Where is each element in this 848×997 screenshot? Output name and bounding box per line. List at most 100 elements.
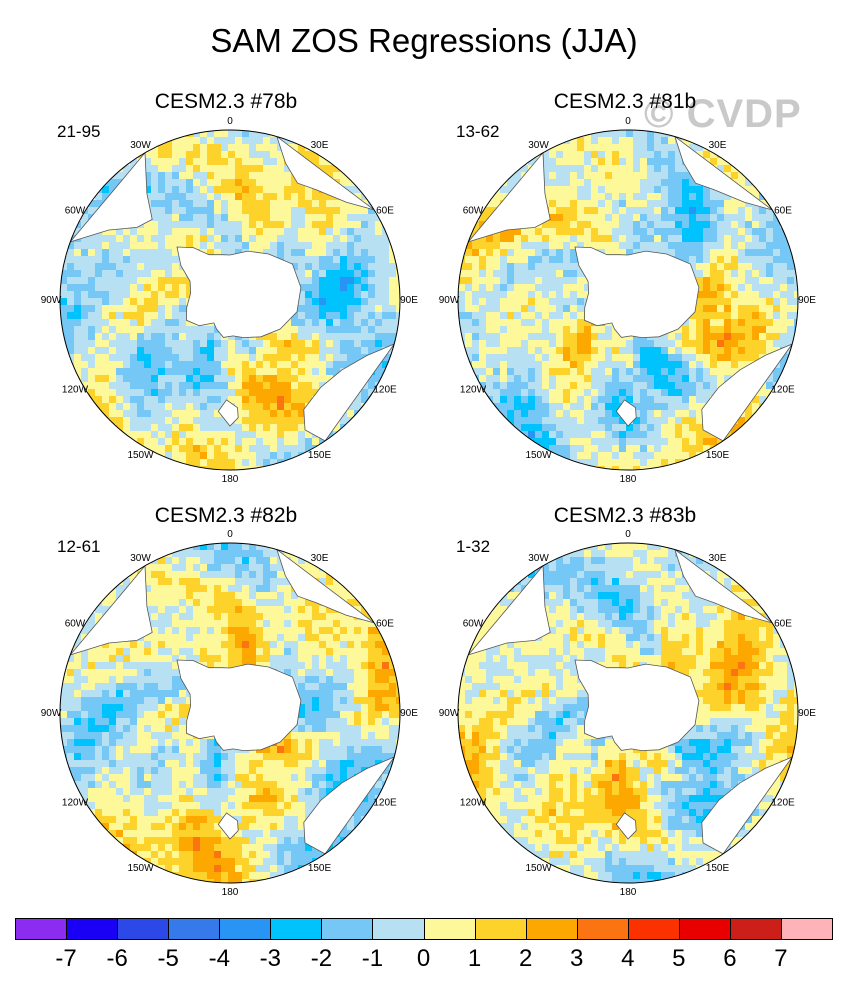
field-cell [717, 291, 725, 299]
field-cell [249, 550, 257, 558]
field-cell [354, 620, 362, 628]
field-cell [500, 193, 508, 201]
field-cell [535, 298, 543, 306]
field-cell [731, 347, 739, 355]
field-cell [326, 676, 334, 684]
field-cell [158, 214, 166, 222]
field-cell [696, 438, 704, 446]
field-cell [780, 354, 788, 362]
field-cell [647, 193, 655, 201]
field-cell [179, 585, 187, 593]
field-cell [116, 711, 124, 719]
field-cell [724, 249, 732, 257]
field-cell [319, 368, 327, 376]
field-cell [347, 424, 355, 432]
field-cell [347, 263, 355, 271]
field-cell [549, 312, 557, 320]
field-cell [284, 641, 292, 649]
field-cell [256, 382, 264, 390]
field-cell [500, 298, 508, 306]
field-cell [102, 312, 110, 320]
field-cell [696, 347, 704, 355]
field-cell [67, 704, 75, 712]
field-cell [535, 340, 543, 348]
field-cell [291, 438, 299, 446]
field-cell [647, 382, 655, 390]
field-cell [724, 277, 732, 285]
field-cell [493, 382, 501, 390]
field-cell [284, 382, 292, 390]
field-cell [752, 256, 760, 264]
field-cell [319, 263, 327, 271]
field-cell [214, 599, 222, 607]
field-cell [193, 333, 201, 341]
field-cell [382, 662, 390, 670]
field-cell [137, 249, 145, 257]
field-cell [591, 389, 599, 397]
field-cell [284, 550, 292, 558]
field-cell [563, 424, 571, 432]
field-cell [745, 431, 753, 439]
field-cell [186, 389, 194, 397]
field-cell [507, 249, 515, 257]
field-cell [368, 291, 376, 299]
field-cell [382, 298, 390, 306]
field-cell [465, 263, 473, 271]
field-cell [794, 291, 798, 299]
field-cell [752, 298, 760, 306]
field-cell [151, 368, 159, 376]
field-cell [375, 375, 383, 383]
field-cell [284, 655, 292, 663]
field-cell [326, 627, 334, 635]
field-cell [521, 256, 529, 264]
field-cell [214, 620, 222, 628]
field-cell [710, 298, 718, 306]
field-cell [333, 662, 341, 670]
field-cell [123, 340, 131, 348]
field-cell [186, 179, 194, 187]
field-cell [172, 333, 180, 341]
field-cell [193, 326, 201, 334]
field-cell [270, 333, 278, 341]
field-cell [249, 368, 257, 376]
field-cell [88, 711, 96, 719]
field-cell [493, 319, 501, 327]
field-cell [67, 263, 75, 271]
field-cell [291, 214, 299, 222]
field-cell [794, 277, 798, 285]
field-cell [214, 361, 222, 369]
field-cell [67, 326, 75, 334]
field-cell [661, 214, 669, 222]
field-cell [172, 347, 180, 355]
field-cell [577, 158, 585, 166]
field-cell [270, 466, 278, 470]
field-cell [612, 200, 620, 208]
field-cell [577, 305, 585, 313]
field-cell [633, 172, 641, 180]
field-cell [88, 648, 96, 656]
field-cell [361, 396, 369, 404]
field-cell [130, 158, 138, 166]
field-cell [465, 277, 473, 285]
field-cell [249, 144, 257, 152]
field-cell [759, 298, 767, 306]
field-cell [172, 592, 180, 600]
field-cell [214, 634, 222, 642]
field-cell [633, 459, 641, 467]
field-cell [151, 228, 159, 236]
field-cell [214, 165, 222, 173]
field-cell [584, 235, 592, 243]
field-cell [102, 375, 110, 383]
field-cell [570, 207, 578, 215]
field-cell [703, 291, 711, 299]
field-cell [88, 697, 96, 705]
field-cell [633, 151, 641, 159]
field-cell [507, 326, 515, 334]
field-cell [689, 179, 697, 187]
field-cell [116, 690, 124, 698]
field-cell [689, 242, 697, 250]
field-cell [745, 333, 753, 341]
field-cell [242, 144, 250, 152]
field-cell [647, 361, 655, 369]
field-cell [158, 613, 166, 621]
